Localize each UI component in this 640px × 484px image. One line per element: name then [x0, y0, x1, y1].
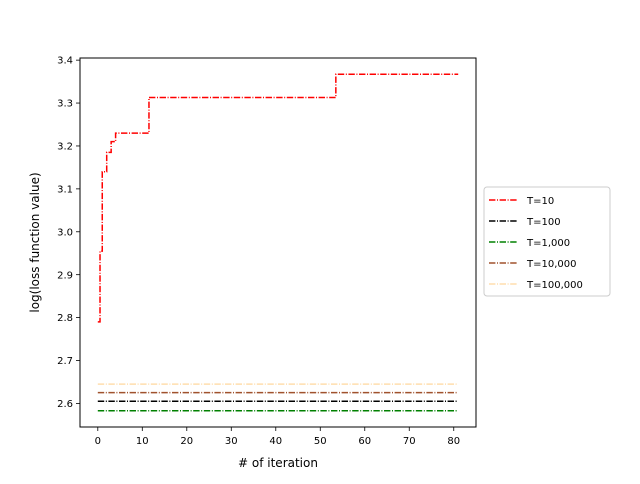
plot-frame: [79, 57, 477, 428]
x-tick-label: 10: [136, 436, 149, 447]
y-axis-ticks: 2.6 2.7 2.8 2.9 3.0 3.1 3.2 3.3 3.4: [57, 56, 80, 410]
y-axis-label: log(loss function value): [28, 172, 42, 312]
y-tick-label: 3.3: [57, 99, 73, 110]
y-tick-label: 2.7: [57, 356, 73, 367]
legend-label-t-1-000: T=1,000: [526, 238, 570, 249]
x-axis-ticks: 0 10 20 30 40 50 60 70 80: [95, 427, 460, 447]
y-tick-label: 2.8: [57, 313, 73, 324]
x-tick-label: 60: [358, 436, 371, 447]
legend: T=10 T=100 T=1,000 T=10,000 T=100,000: [483, 186, 611, 297]
legend-label-t-100-000: T=100,000: [526, 280, 583, 291]
x-tick-label: 70: [403, 436, 416, 447]
x-tick-label: 0: [95, 436, 101, 447]
legend-label-t-100: T=100: [526, 217, 561, 228]
y-tick-label: 3.2: [57, 142, 73, 153]
x-tick-label: 40: [269, 436, 282, 447]
series-line-t-10: [97, 73, 459, 323]
legend-label-t-10-000: T=10,000: [526, 259, 576, 270]
legend-label-t-10: T=10: [526, 196, 554, 207]
x-tick-label: 50: [314, 436, 327, 447]
y-tick-label: 2.6: [57, 399, 73, 410]
y-tick-label: 3.4: [57, 56, 73, 67]
x-tick-label: 20: [180, 436, 193, 447]
legend-entries: T=10 T=100 T=1,000 T=10,000 T=100,000: [489, 196, 583, 291]
plot-series-layer: [97, 73, 459, 412]
y-tick-label: 3.0: [57, 227, 73, 238]
legend-frame: [483, 186, 611, 297]
y-tick-label: 3.1: [57, 184, 73, 195]
x-tick-label: 30: [225, 436, 238, 447]
y-tick-label: 2.9: [57, 270, 73, 281]
x-axis-label: # of iteration: [238, 456, 318, 470]
x-tick-label: 80: [447, 436, 460, 447]
